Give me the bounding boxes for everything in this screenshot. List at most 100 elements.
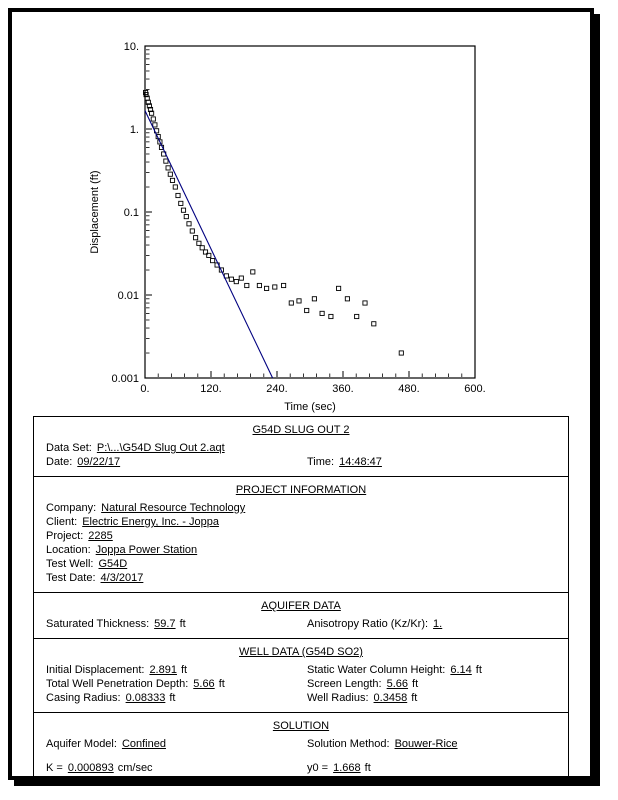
saturated-thickness-value[interactable]: 59.7 xyxy=(154,618,176,630)
penetration-depth-field: Total Well Penetration Depth: 5.66 ft xyxy=(46,677,307,691)
project-field: Project: 2285 xyxy=(34,529,568,543)
project-value[interactable]: 2285 xyxy=(88,530,113,542)
well-radius-value[interactable]: 0.3458 xyxy=(373,692,408,704)
screen-length-label: Screen Length: xyxy=(307,678,382,690)
solution-title: SOLUTION xyxy=(272,720,330,732)
well-row-1: Initial Displacement: 2.891 ft Static Wate… xyxy=(34,663,568,677)
penetration-depth-unit: ft xyxy=(218,678,225,690)
anisotropy-ratio-label: Anisotropy Ratio (Kz/Kr): xyxy=(307,618,429,630)
casing-radius-unit: ft xyxy=(169,692,176,704)
client-field: Client: Electric Energy, Inc. - Joppa xyxy=(34,515,568,529)
screen-length-value[interactable]: 5.66 xyxy=(386,678,409,690)
chart-area: 10. 1. 0.1 0.01 0.001 0. 120. 240. 360. 480. 600. T… xyxy=(12,12,590,416)
date-label: Date: xyxy=(46,456,73,468)
screen-length-unit: ft xyxy=(412,678,419,690)
static-water-column-field: Static Water Column Height: 6.14 ft xyxy=(307,663,568,677)
screen-length-field: Screen Length: 5.66 ft xyxy=(307,677,568,691)
test-date-label: Test Date: xyxy=(46,572,96,584)
well-radius-field: Well Radius: 0.3458 ft xyxy=(307,691,568,705)
date-value[interactable]: 09/22/17 xyxy=(77,456,121,468)
svg-text:600.: 600. xyxy=(464,383,485,395)
static-water-column-unit: ft xyxy=(475,664,482,676)
static-water-column-value[interactable]: 6.14 xyxy=(450,664,472,676)
well-radius-unit: ft xyxy=(411,692,418,704)
saturated-thickness-label: Saturated Thickness: xyxy=(46,618,150,630)
y0-unit: ft xyxy=(364,762,371,774)
initial-displacement-unit: ft xyxy=(180,664,188,676)
svg-text:480.: 480. xyxy=(398,383,419,395)
svg-text:120.: 120. xyxy=(200,383,221,395)
svg-text:10.: 10. xyxy=(124,41,139,53)
well-data-title: WELL DATA (G54D SO2) xyxy=(239,646,363,658)
svg-text:1.: 1. xyxy=(130,124,139,136)
client-label: Client: xyxy=(46,516,78,528)
solution-row-1: Aquifer Model: Confined Solution Method: B… xyxy=(34,737,568,751)
static-water-column-label: Static Water Column Height: xyxy=(307,664,446,676)
anisotropy-ratio-value[interactable]: 1. xyxy=(433,618,443,630)
dataset-value[interactable]: P:\...\G54D Slug Out 2.aqt xyxy=(96,442,225,454)
aquifer-model-field: Aquifer Model: Confined xyxy=(46,737,307,751)
hydraulic-conductivity-unit: cm/sec xyxy=(117,762,153,774)
svg-text:0.001: 0.001 xyxy=(111,373,139,385)
y0-field: y0 = 1.668 ft xyxy=(307,761,568,775)
svg-text:0.1: 0.1 xyxy=(124,207,139,219)
aquifer-model-value[interactable]: Confined xyxy=(121,738,166,750)
test-well-value[interactable]: G54D xyxy=(98,558,128,570)
well-row-3: Casing Radius: 0.08333 ft Well Radius: 0.34… xyxy=(34,691,568,705)
penetration-depth-label: Total Well Penetration Depth: xyxy=(46,678,189,690)
aquifer-row: Saturated Thickness: 59.7 ft Anisotropy Ra… xyxy=(34,617,568,631)
dataset-row: Data Set: P:\...\G54D Slug Out 2.aqt xyxy=(34,441,568,455)
company-field: Company: Natural Resource Technology xyxy=(34,501,568,515)
svg-text:0.01: 0.01 xyxy=(118,290,139,302)
test-date-value[interactable]: 4/3/2017 xyxy=(100,572,144,584)
project-information-title: PROJECT INFORMATION xyxy=(235,484,367,496)
test-well-label: Test Well: xyxy=(46,558,94,570)
time-label: Time: xyxy=(307,456,335,468)
saturated-thickness-field: Saturated Thickness: 59.7 ft xyxy=(46,617,307,631)
initial-displacement-field: Initial Displacement: 2.891 ft xyxy=(46,663,307,677)
test-date-field: Test Date: 4/3/2017 xyxy=(34,571,568,585)
date-field: Date: 09/22/17 xyxy=(46,455,307,469)
company-label: Company: xyxy=(46,502,97,514)
location-field: Location: Joppa Power Station xyxy=(34,543,568,557)
solution-section: SOLUTION Aquifer Model: Confined Solution… xyxy=(34,712,568,776)
initial-displacement-label: Initial Displacement: xyxy=(46,664,145,676)
company-value[interactable]: Natural Resource Technology xyxy=(101,502,246,514)
well-data-section: WELL DATA (G54D SO2) Initial Displacemen… xyxy=(34,638,568,712)
svg-text:240.: 240. xyxy=(266,383,287,395)
solution-method-label: Solution Method: xyxy=(307,738,390,750)
hydraulic-conductivity-label: K = xyxy=(46,762,63,774)
hydraulic-conductivity-value[interactable]: 0.000893 xyxy=(67,762,114,774)
well-radius-label: Well Radius: xyxy=(307,692,369,704)
time-value[interactable]: 14:48:47 xyxy=(339,456,382,468)
location-label: Location: xyxy=(46,544,91,556)
svg-text:0.: 0. xyxy=(140,383,149,395)
project-label: Project: xyxy=(46,530,84,542)
test-well-field: Test Well: G54D xyxy=(34,557,568,571)
solution-row-2: K = 0.000893 cm/sec y0 = 1.668 ft xyxy=(34,761,568,775)
anisotropy-ratio-field: Anisotropy Ratio (Kz/Kr): 1. xyxy=(307,617,568,631)
penetration-depth-value[interactable]: 5.66 xyxy=(193,678,215,690)
location-value[interactable]: Joppa Power Station xyxy=(95,544,198,556)
report-page: 10. 1. 0.1 0.01 0.001 0. 120. 240. 360. 480. 600. T… xyxy=(8,8,594,780)
report-header-section: G54D SLUG OUT 2 Data Set: P:\...\G54D Slu… xyxy=(34,417,568,476)
well-row-2: Total Well Penetration Depth: 5.66 ft Scre… xyxy=(34,677,568,691)
solution-method-value[interactable]: Bouwer-Rice xyxy=(394,738,458,750)
date-time-row: Date: 09/22/17 Time: 14:48:47 xyxy=(34,455,568,469)
time-field: Time: 14:48:47 xyxy=(307,455,568,469)
report-title: G54D SLUG OUT 2 xyxy=(252,424,350,436)
y0-value[interactable]: 1.668 xyxy=(333,762,361,774)
hydraulic-conductivity-field: K = 0.000893 cm/sec xyxy=(46,761,307,775)
y0-label: y0 = xyxy=(307,762,329,774)
svg-text:360.: 360. xyxy=(332,383,353,395)
initial-displacement-value[interactable]: 2.891 xyxy=(149,664,177,676)
svg-text:Displacement (ft): Displacement (ft) xyxy=(89,170,101,253)
casing-radius-value[interactable]: 0.08333 xyxy=(125,692,166,704)
project-information-section: PROJECT INFORMATION Company: Natural Reso… xyxy=(34,476,568,592)
solution-method-field: Solution Method: Bouwer-Rice xyxy=(307,737,568,751)
aquifer-model-label: Aquifer Model: xyxy=(46,738,117,750)
dataset-label: Data Set: xyxy=(46,442,92,454)
report-box: G54D SLUG OUT 2 Data Set: P:\...\G54D Slu… xyxy=(33,416,569,776)
client-value[interactable]: Electric Energy, Inc. - Joppa xyxy=(82,516,219,528)
